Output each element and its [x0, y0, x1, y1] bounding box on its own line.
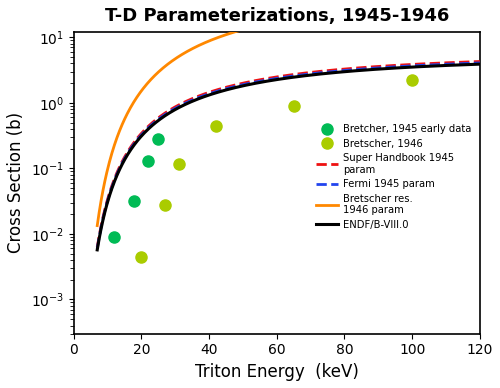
ENDF/B-VIII.0 [477, 62, 483, 66]
Bretcher, 1945 early data [145, 159, 151, 163]
Bretscher res.
1946 param [94, 223, 100, 228]
Line: ENDF/B-VIII.0: ENDF/B-VIII.0 [97, 64, 480, 250]
Fermi 1945 param [268, 77, 274, 82]
Bretcher, 1945 early data [111, 235, 117, 239]
Bretscher res.
1946 param [162, 64, 168, 69]
Super Handbook 1945
param [94, 245, 100, 249]
Line: Super Handbook 1945
param: Super Handbook 1945 param [97, 61, 480, 247]
Bretscher, 1946 [409, 78, 415, 83]
Line: Bretscher, 1946: Bretscher, 1946 [136, 75, 418, 262]
Fermi 1945 param [382, 65, 388, 70]
Super Handbook 1945
param [192, 95, 198, 100]
Fermi 1945 param [350, 68, 356, 72]
ENDF/B-VIII.0 [94, 248, 100, 252]
X-axis label: Triton Energy  (keV): Triton Energy (keV) [195, 363, 358, 381]
Bretscher res.
1946 param [320, 12, 326, 16]
ENDF/B-VIII.0 [382, 66, 388, 71]
Bretscher, 1946 [138, 255, 144, 259]
Bretscher, 1946 [176, 162, 182, 167]
Line: Bretscher res.
1946 param: Bretscher res. 1946 param [97, 1, 480, 225]
ENDF/B-VIII.0 [192, 98, 198, 102]
Super Handbook 1945
param [320, 69, 326, 73]
Fermi 1945 param [477, 61, 483, 65]
Fermi 1945 param [320, 70, 326, 75]
ENDF/B-VIII.0 [268, 78, 274, 83]
Line: Bretcher, 1945 early data: Bretcher, 1945 early data [108, 133, 164, 242]
Y-axis label: Cross Section (b): Cross Section (b) [7, 113, 25, 253]
ENDF/B-VIII.0 [162, 113, 168, 118]
Bretscher res.
1946 param [268, 21, 274, 25]
Line: Fermi 1945 param: Fermi 1945 param [97, 63, 480, 249]
Bretcher, 1945 early data [132, 199, 138, 203]
Bretscher, 1946 [290, 104, 296, 108]
Bretscher, 1946 [162, 202, 168, 207]
Bretscher res.
1946 param [382, 5, 388, 10]
Super Handbook 1945
param [477, 59, 483, 64]
Bretscher res.
1946 param [477, 0, 483, 3]
Bretscher, 1946 [212, 123, 218, 128]
ENDF/B-VIII.0 [320, 71, 326, 76]
Super Handbook 1945
param [268, 76, 274, 80]
Super Handbook 1945
param [162, 111, 168, 116]
Legend: Bretcher, 1945 early data, Bretscher, 1946, Super Handbook 1945
param, Fermi 194: Bretcher, 1945 early data, Bretscher, 19… [314, 121, 475, 233]
Bretcher, 1945 early data [155, 137, 161, 141]
ENDF/B-VIII.0 [350, 69, 356, 73]
Super Handbook 1945
param [350, 66, 356, 71]
Title: T-D Parameterizations, 1945-1946: T-D Parameterizations, 1945-1946 [104, 7, 449, 25]
Fermi 1945 param [162, 112, 168, 117]
Fermi 1945 param [192, 96, 198, 101]
Fermi 1945 param [94, 246, 100, 251]
Bretscher res.
1946 param [350, 8, 356, 13]
Bretscher res.
1946 param [192, 45, 198, 49]
Super Handbook 1945
param [382, 64, 388, 68]
